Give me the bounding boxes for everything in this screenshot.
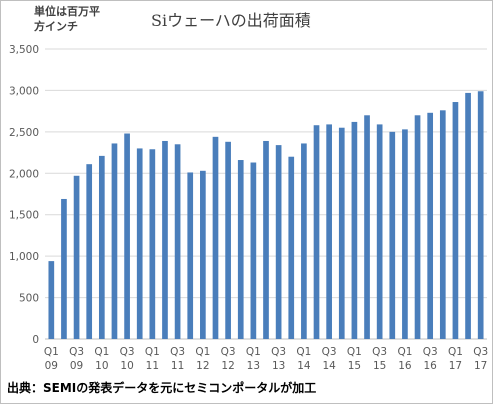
unit-label-line1: 単位は百万平: [34, 5, 100, 18]
bar: [73, 175, 80, 339]
x-tick-year: 15: [348, 360, 361, 371]
bar: [414, 115, 421, 340]
x-tick-year: 13: [247, 360, 260, 371]
bar: [465, 92, 471, 340]
bar: [149, 149, 156, 339]
bar: [86, 164, 93, 339]
bar: [200, 170, 206, 339]
bar: [364, 115, 370, 340]
x-tick-year: 10: [95, 360, 108, 371]
bar: [477, 91, 484, 339]
x-tick-year: 11: [146, 360, 159, 371]
x-tick-quarter: Q1: [94, 346, 109, 358]
bar: [48, 261, 55, 339]
bar: [452, 102, 459, 340]
x-tick-year: 17: [474, 360, 487, 371]
x-tick-year: 16: [423, 360, 437, 371]
x-tick-quarter: Q1: [145, 346, 160, 358]
y-tick-label: 1,000: [9, 251, 39, 263]
bar: [187, 172, 194, 339]
bar: [275, 145, 282, 339]
y-tick-label: 2,000: [9, 168, 39, 180]
x-axis-ticks: Q1 09 Q3 09 Q1 10 Q3 10 Q1 11 Q3 11 Q1 12 Q3 12 Q1 13 Q3 13…: [44, 346, 488, 371]
bar: [427, 112, 434, 339]
bar: [402, 129, 408, 339]
y-tick-label: 500: [19, 293, 39, 305]
bar: [389, 131, 396, 339]
bar: [162, 140, 168, 339]
x-tick-year: 11: [171, 360, 184, 371]
source-note: 出典：SEMIの発表データを元にセミコンポータルが加工: [7, 381, 317, 395]
bar: [250, 162, 257, 339]
x-tick-quarter: Q3: [170, 346, 185, 358]
bar: [288, 156, 295, 339]
x-tick-year: 14: [297, 360, 311, 371]
bars: [48, 91, 484, 340]
x-tick-quarter: Q3: [473, 346, 488, 358]
bar: [61, 198, 67, 339]
x-tick-quarter: Q1: [246, 346, 261, 358]
bar: [136, 148, 143, 339]
x-tick-quarter: Q3: [322, 346, 337, 358]
x-tick-year: 16: [398, 360, 412, 371]
bar: [326, 124, 332, 340]
x-tick-quarter: Q1: [347, 346, 362, 358]
x-tick-year: 09: [45, 360, 58, 371]
bar: [376, 124, 383, 340]
y-axis-ticks: 0 500 1,000 1,500 2,000 2,500 3,000 3,500: [9, 44, 39, 346]
x-tick-year: 17: [449, 360, 462, 371]
bar: [439, 110, 446, 339]
bar: [174, 144, 181, 339]
x-tick-quarter: Q3: [423, 346, 438, 358]
bar: [111, 143, 118, 339]
bar: [263, 140, 269, 339]
x-tick-quarter: Q3: [221, 346, 236, 358]
x-tick-year: 14: [322, 360, 336, 371]
bar: [237, 160, 244, 339]
y-tick-label: 1,500: [9, 210, 39, 222]
x-tick-quarter: Q3: [372, 346, 387, 358]
x-tick-quarter: Q1: [397, 346, 412, 358]
x-tick-quarter: Q1: [195, 346, 210, 358]
bar: [338, 127, 345, 339]
x-tick-year: 12: [196, 360, 209, 371]
x-tick-quarter: Q3: [69, 346, 84, 358]
y-tick-label: 3,000: [9, 85, 39, 97]
y-tick-label: 2,500: [9, 127, 39, 139]
x-tick-quarter: Q1: [44, 346, 59, 358]
unit-label-line2: 方インチ: [34, 20, 78, 33]
chart-title: Siウェーハの出荷面積: [151, 11, 311, 30]
x-tick-year: 09: [70, 360, 83, 371]
x-tick-quarter: Q3: [271, 346, 286, 358]
bar: [351, 121, 358, 340]
bar: [124, 133, 130, 339]
bar: [98, 155, 105, 339]
x-tick-year: 15: [373, 360, 386, 371]
x-tick-quarter: Q1: [296, 346, 311, 358]
x-tick-quarter: Q3: [120, 346, 135, 358]
x-tick-quarter: Q1: [448, 346, 463, 358]
bar: [301, 143, 307, 339]
bar: [212, 136, 219, 339]
x-tick-year: 10: [120, 360, 133, 371]
bar: [225, 141, 231, 339]
bar: [313, 125, 320, 339]
unit-label: 単位は百万平 方インチ: [34, 4, 114, 34]
y-tick-label: 0: [32, 334, 39, 346]
y-tick-label: 3,500: [9, 44, 39, 56]
x-tick-year: 12: [221, 360, 234, 371]
x-tick-year: 13: [272, 360, 285, 371]
